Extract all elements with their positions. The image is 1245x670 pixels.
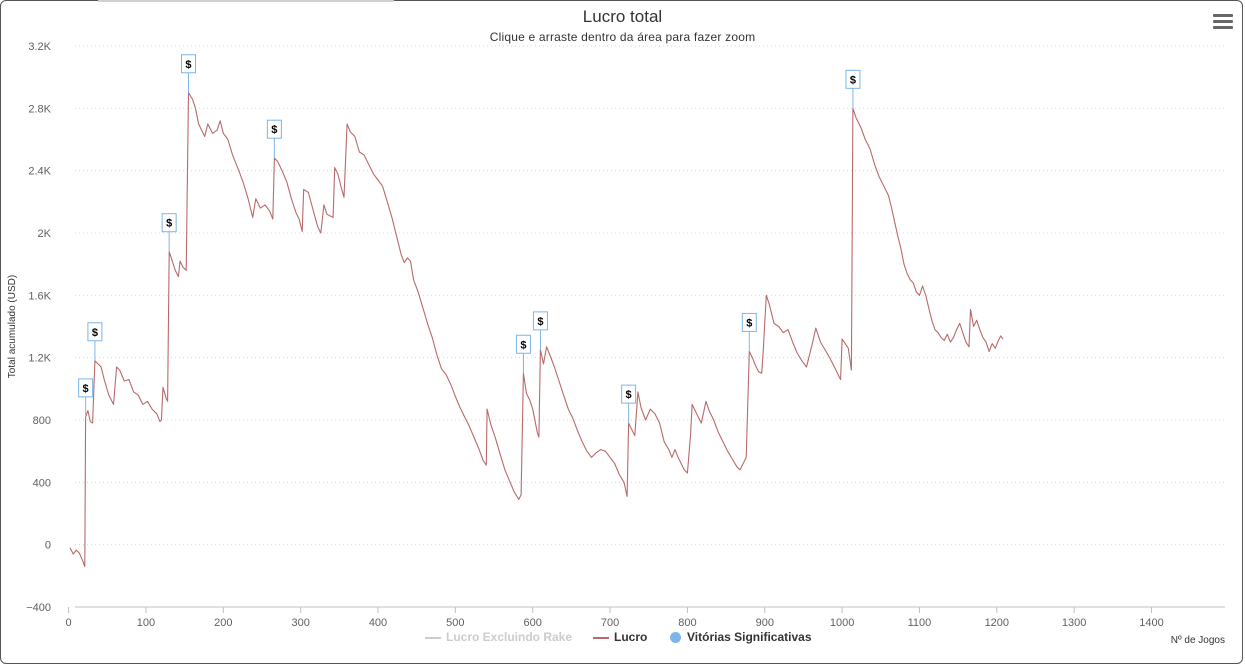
y-axis-title: Total acumulado (USD) xyxy=(7,275,18,378)
flag-label: $ xyxy=(537,316,543,328)
x-axis-ticks: 0 100 200 300 400 500 600 700 800 900 1000 1100 1200… xyxy=(66,607,1164,629)
hamburger-menu-icon[interactable] xyxy=(1213,14,1233,32)
legend-label: Vitórias Significativas xyxy=(687,630,812,644)
legend-line-icon xyxy=(593,636,609,639)
flag-label: $ xyxy=(626,389,632,401)
chart-subtitle: Clique e arraste dentro da área para faz… xyxy=(489,30,756,44)
flag-label: $ xyxy=(166,218,172,230)
legend-label: Lucro xyxy=(614,630,648,644)
legend-dot-icon xyxy=(670,632,681,644)
significant-win-flag[interactable]: $ xyxy=(266,119,282,159)
menu-bar xyxy=(1213,26,1233,29)
x-tick-label: 800 xyxy=(678,617,696,629)
flag-label: $ xyxy=(83,383,89,395)
legend-item-lucro[interactable]: Lucro xyxy=(593,628,647,646)
significant-win-flag[interactable]: $ xyxy=(161,213,177,252)
flag-label: $ xyxy=(271,124,277,136)
menu-bar xyxy=(1213,20,1233,23)
flag-box xyxy=(161,213,177,233)
y-tick-label: 0 xyxy=(45,540,51,552)
x-tick-label: 700 xyxy=(601,617,619,629)
x-tick-label: 0 xyxy=(66,617,72,629)
top-divider xyxy=(98,0,394,2)
y-axis-ticks: −400 0 400 800 1.2K 1.6K 2K 2.4K 2.8K 3.2K xyxy=(26,41,51,614)
y-tick-label: 2K xyxy=(38,228,52,240)
x-tick-label: 1100 xyxy=(908,617,932,629)
significant-win-flag[interactable]: $ xyxy=(741,312,757,352)
x-tick-label: 600 xyxy=(524,617,542,629)
flag-label: $ xyxy=(520,339,526,351)
chart-title: Lucro total xyxy=(582,7,663,26)
flag-box xyxy=(78,378,94,398)
x-tick-label: 1300 xyxy=(1062,617,1086,629)
flag-label: $ xyxy=(185,59,191,71)
y-tick-label: 800 xyxy=(33,415,51,427)
x-tick-label: 300 xyxy=(291,617,309,629)
x-tick-label: 400 xyxy=(369,617,387,629)
flag-box xyxy=(621,384,637,404)
flag-box xyxy=(87,322,103,342)
y-tick-label: 2.4K xyxy=(28,166,51,178)
x-tick-label: 1200 xyxy=(985,617,1009,629)
y-tick-label: 3.2K xyxy=(28,41,51,53)
flag-label: $ xyxy=(850,74,856,86)
series-lucro xyxy=(69,92,1004,568)
y-tick-label: 2.8K xyxy=(28,103,51,115)
y-tick-label: 400 xyxy=(33,477,51,489)
flag-box xyxy=(266,119,282,139)
flag-box xyxy=(741,312,757,332)
flag-label: $ xyxy=(92,327,98,339)
legend-line-icon xyxy=(425,636,441,639)
x-tick-label: 1400 xyxy=(1139,617,1163,629)
flag-box xyxy=(180,54,196,74)
significant-win-flag[interactable]: $ xyxy=(515,334,531,374)
x-tick-label: 500 xyxy=(446,617,464,629)
flag-box xyxy=(515,334,531,354)
x-tick-label: 1000 xyxy=(830,617,854,629)
flag-box xyxy=(532,311,548,331)
flag-box xyxy=(845,69,861,89)
legend-item-lucro-excluindo-rake[interactable]: Lucro Excluindo Rake xyxy=(425,628,572,646)
x-tick-label: 100 xyxy=(137,617,155,629)
x-tick-label: 900 xyxy=(756,617,774,629)
grid-lines xyxy=(75,45,1225,546)
significant-win-flag[interactable]: $ xyxy=(621,384,637,424)
significant-wins-flags[interactable]: $ $ $ $ $ $ $ $ $ $ xyxy=(78,54,861,424)
y-tick-label: 1.6K xyxy=(28,290,51,302)
x-axis-title: Nº de Jogos xyxy=(1171,635,1225,646)
significant-win-flag[interactable]: $ xyxy=(78,378,94,417)
x-tick-label: 200 xyxy=(214,617,232,629)
legend-item-vitorias-significativas[interactable]: Vitórias Significativas xyxy=(670,628,812,646)
menu-bar xyxy=(1213,14,1233,17)
legend: Lucro Excluindo Rake Lucro Vitórias Sign… xyxy=(0,628,1245,646)
y-tick-label: −400 xyxy=(26,602,51,614)
flag-label: $ xyxy=(746,317,752,329)
significant-win-flag[interactable]: $ xyxy=(180,54,196,93)
y-tick-label: 1.2K xyxy=(28,353,51,365)
series-line-lucro xyxy=(69,92,1004,568)
significant-win-flag[interactable]: $ xyxy=(845,69,861,109)
significant-win-flag[interactable]: $ xyxy=(87,322,103,361)
significant-win-flag[interactable]: $ xyxy=(532,311,548,350)
legend-label: Lucro Excluindo Rake xyxy=(446,630,573,644)
